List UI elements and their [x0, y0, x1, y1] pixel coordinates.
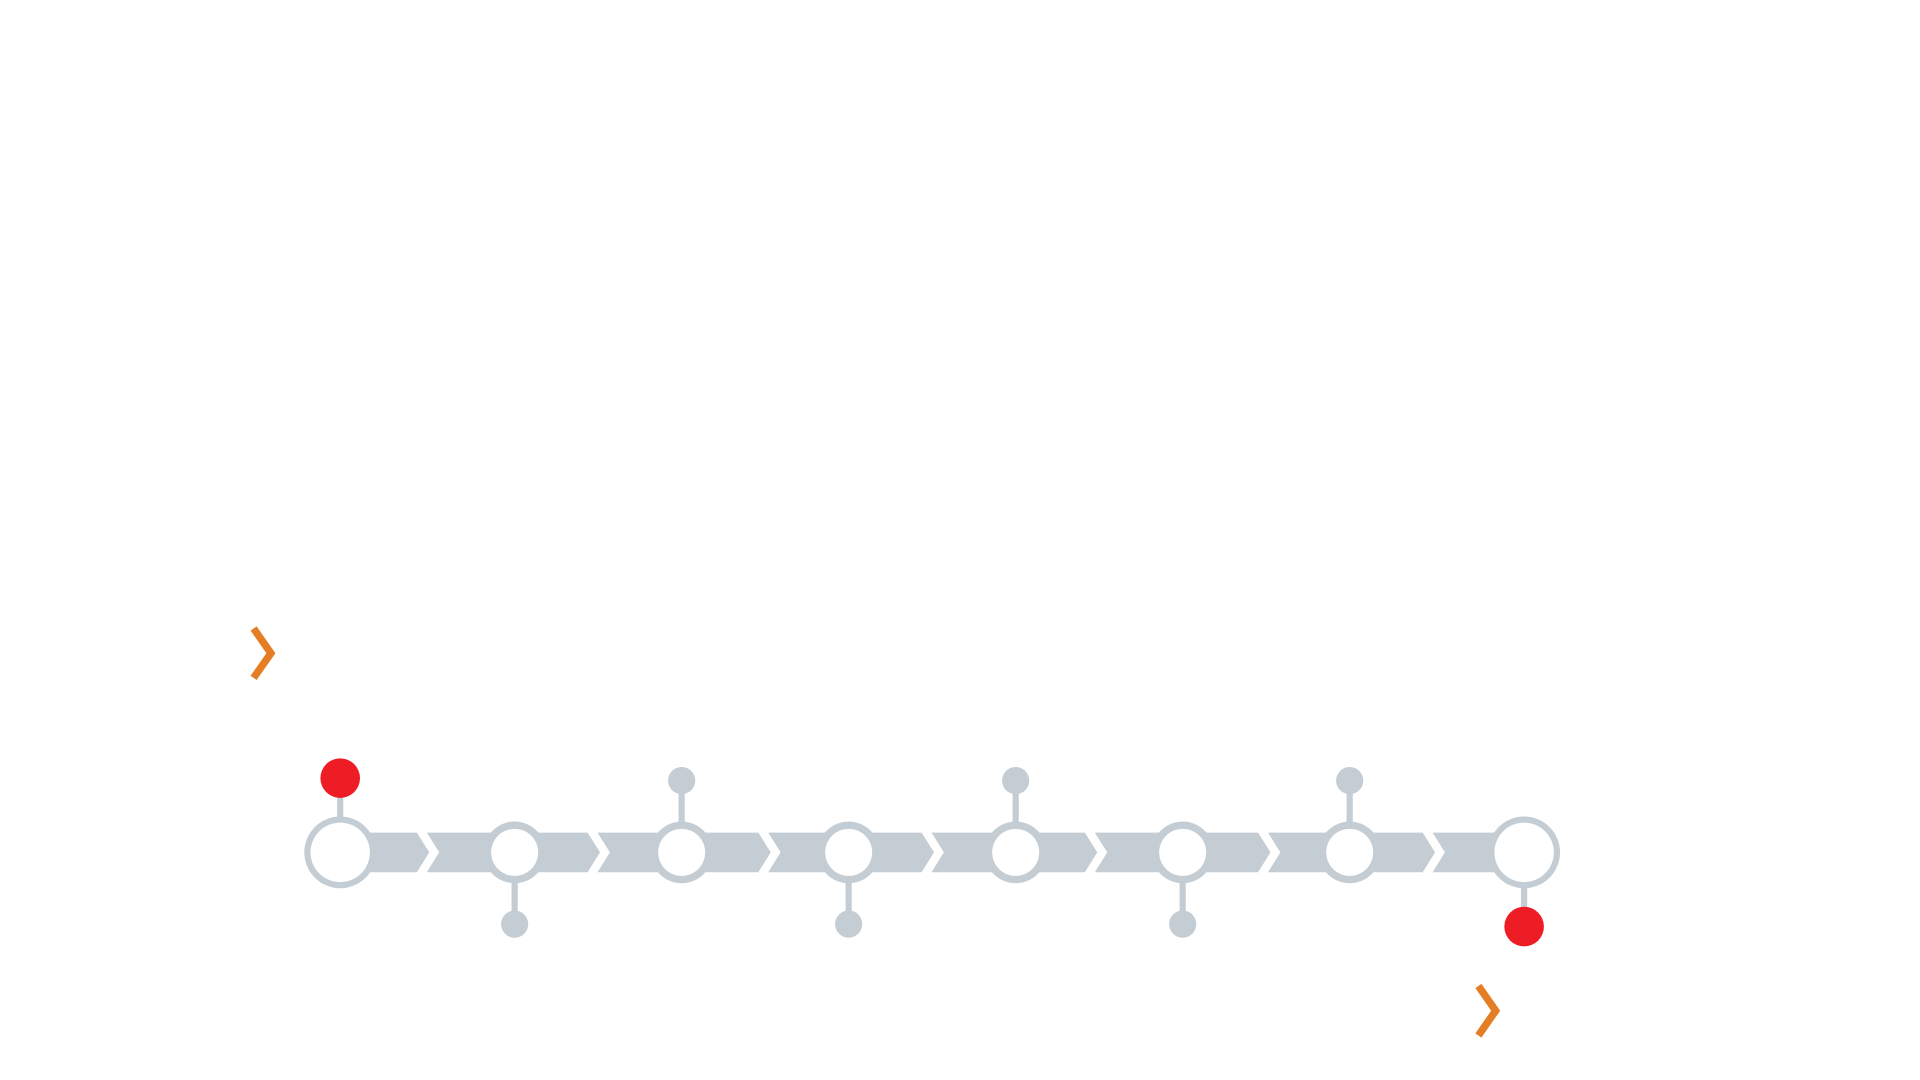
step-marker-dot: [1336, 767, 1364, 795]
step-marker-dot: [501, 910, 529, 938]
decorations: [250, 626, 1501, 1038]
step-node: [1159, 828, 1207, 876]
step-marker-dot: [1169, 910, 1197, 938]
step-node: [491, 828, 539, 876]
step-node: [310, 822, 370, 883]
chevron-right-icon: [250, 626, 276, 681]
step-marker-dot: [668, 767, 696, 795]
step-nodes: [304, 758, 1561, 947]
step-node: [992, 828, 1040, 876]
endpoint-marker-dot: [320, 758, 361, 798]
endpoint-marker-dot: [1504, 906, 1544, 947]
step-node: [1326, 828, 1374, 876]
step-node: [658, 828, 706, 876]
chevron-right-icon: [1475, 983, 1501, 1038]
step-marker-dot: [1002, 767, 1030, 795]
step-node: [825, 828, 873, 876]
step-node: [1494, 822, 1554, 883]
step-marker-dot: [835, 910, 863, 938]
